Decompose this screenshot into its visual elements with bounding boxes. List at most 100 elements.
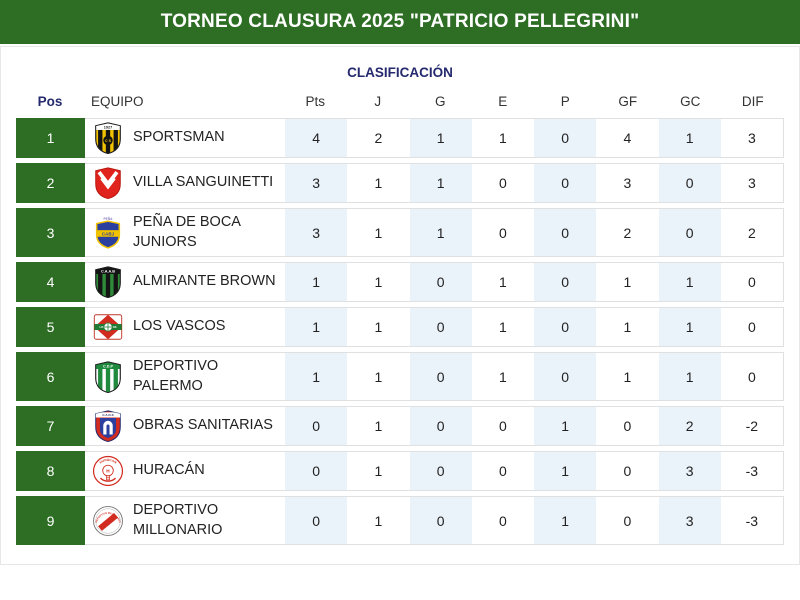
standings-row: 1 1927 C S SPORTSMAN 4 2 1 1 0 4 1 3 bbox=[16, 118, 784, 158]
stat-cell-e: 0 bbox=[498, 512, 507, 529]
team-name: ALMIRANTE BROWN bbox=[133, 273, 276, 290]
sportsman-crest-icon: 1927 C S bbox=[85, 119, 130, 157]
svg-text:H: H bbox=[106, 469, 110, 475]
stat-cell-p: 0 bbox=[534, 353, 597, 401]
stat-cell-dif: 2 bbox=[747, 224, 756, 241]
stat-cell-gf: 4 bbox=[623, 130, 632, 146]
header-pos: Pos bbox=[37, 94, 63, 109]
standings-card: CLASIFICACIÓN Pos EQUIPO Pts J G E P GF GC DIF … bbox=[0, 46, 800, 566]
svg-text:C S: C S bbox=[105, 139, 112, 143]
position-badge: 2 bbox=[16, 163, 85, 203]
position-badge: 9 bbox=[16, 496, 85, 546]
stat-cell-j: 1 bbox=[374, 175, 383, 191]
stat-cell-gf: 0 bbox=[623, 512, 632, 529]
team-name: LOS VASCOS bbox=[133, 318, 226, 335]
standings-row: 4 C.A.A.B ALMIRANTE BROWN 1 1 0 1 0 1 1 0 bbox=[16, 262, 784, 303]
stat-cell-e: 0 bbox=[498, 224, 507, 241]
stat-cell-dif: 3 bbox=[747, 175, 756, 191]
stat-cell-g: 1 bbox=[409, 164, 472, 202]
header-dif: DIF bbox=[741, 94, 764, 109]
stat-cell-j: 1 bbox=[374, 463, 383, 480]
svg-text:1927: 1927 bbox=[103, 125, 111, 129]
stat-cell-j: 1 bbox=[374, 319, 383, 336]
stat-cell-gf: 3 bbox=[623, 175, 632, 191]
stat-cell-gc: 1 bbox=[658, 353, 721, 401]
header-g: G bbox=[434, 94, 446, 109]
stat-cell-dif: 0 bbox=[747, 368, 756, 385]
header-e: E bbox=[498, 94, 508, 109]
standings-row: 3 PEÑA CABJ PEÑA DE BOCA JUNIORS 3 1 1 0 0 2 0 2 bbox=[16, 208, 784, 258]
team-name: DEPORTIVO PALERMO bbox=[133, 358, 219, 394]
los-vascos-crest-icon: LOS VASCOS bbox=[85, 308, 130, 346]
stat-cell-pts: 3 bbox=[285, 209, 348, 257]
stat-cell-gf: 1 bbox=[623, 368, 632, 385]
stat-cell-pts: 0 bbox=[285, 407, 348, 446]
standings-row: 7 C.A.O.S OBRAS SANITARIAS 0 1 0 0 1 0 2 -2 bbox=[16, 406, 784, 447]
stat-cell-dif: 0 bbox=[747, 319, 756, 336]
stat-cell-pts: 3 bbox=[285, 164, 348, 202]
stat-cell-j: 1 bbox=[374, 368, 383, 385]
stat-cell-pts: 4 bbox=[285, 119, 348, 157]
stat-cell-gc: 1 bbox=[658, 119, 721, 157]
stat-cell-j: 1 bbox=[374, 274, 383, 291]
position-badge: 3 bbox=[16, 208, 85, 258]
team-name: SPORTSMAN bbox=[133, 129, 225, 146]
team-name: VILLA SANGUINETTI bbox=[133, 174, 274, 191]
stat-cell-p: 0 bbox=[534, 209, 597, 257]
tournament-banner: TORNEO CLAUSURA 2025 "PATRICIO PELLEGRIN… bbox=[0, 0, 800, 44]
stat-cell-g: 0 bbox=[409, 308, 472, 347]
stat-cell-p: 1 bbox=[534, 497, 597, 545]
stat-cell-gf: 1 bbox=[623, 274, 632, 291]
stat-cell-dif: 3 bbox=[747, 130, 756, 146]
table-header-row: Pos EQUIPO Pts J G E P GF GC DIF bbox=[16, 94, 784, 118]
deportivo-millonario-crest-icon: DEPORTIVO MILLONARIO bbox=[85, 497, 130, 544]
stat-cell-dif: -3 bbox=[745, 463, 759, 480]
stat-cell-gc: 1 bbox=[658, 263, 721, 302]
position-badge: 5 bbox=[16, 307, 85, 348]
stat-cell-e: 1 bbox=[498, 368, 507, 385]
standings-row: 6 C.D.P DEPORTIVO PALERMO 1 1 0 1 0 1 1 0 bbox=[16, 352, 784, 402]
svg-text:CABJ: CABJ bbox=[101, 231, 114, 236]
team-name: HURACÁN bbox=[133, 462, 205, 479]
team-name: DEPORTIVO MILLONARIO bbox=[133, 502, 223, 538]
stat-cell-g: 0 bbox=[409, 407, 472, 446]
header-pts: Pts bbox=[305, 94, 325, 109]
stat-cell-g: 0 bbox=[409, 497, 472, 545]
stat-cell-gf: 1 bbox=[623, 319, 632, 336]
svg-text:HURACAN: HURACAN bbox=[98, 458, 117, 465]
stat-cell-j: 1 bbox=[374, 418, 383, 435]
stat-cell-dif: -3 bbox=[745, 512, 759, 529]
deportivo-palermo-crest-icon: C.D.P bbox=[85, 353, 130, 400]
stat-cell-g: 0 bbox=[409, 263, 472, 302]
stat-cell-dif: -2 bbox=[745, 418, 759, 435]
stat-cell-gc: 3 bbox=[658, 497, 721, 545]
stat-cell-j: 1 bbox=[374, 224, 383, 241]
stat-cell-e: 1 bbox=[498, 319, 507, 336]
stat-cell-j: 1 bbox=[374, 512, 383, 529]
standings-row: 8 HURACAN H HURACÁN 0 1 0 0 1 0 3 -3 bbox=[16, 451, 784, 492]
header-p: P bbox=[560, 94, 570, 109]
standings-row: 2 VILLA SANGUINETTI 3 1 1 0 0 3 0 3 bbox=[16, 163, 784, 203]
stat-cell-gf: 0 bbox=[623, 463, 632, 480]
stat-cell-p: 0 bbox=[534, 119, 597, 157]
villa-sanguinetti-crest-icon bbox=[85, 164, 130, 202]
stat-cell-p: 0 bbox=[534, 263, 597, 302]
stat-cell-g: 0 bbox=[409, 353, 472, 401]
stat-cell-gc: 2 bbox=[658, 407, 721, 446]
stat-cell-e: 0 bbox=[498, 418, 507, 435]
stat-cell-pts: 0 bbox=[285, 452, 348, 491]
stat-cell-e: 1 bbox=[498, 130, 507, 146]
position-badge: 7 bbox=[16, 406, 85, 447]
stat-cell-gc: 1 bbox=[658, 308, 721, 347]
header-gf: GF bbox=[618, 94, 638, 109]
team-name: OBRAS SANITARIAS bbox=[133, 417, 273, 434]
obras-sanitarias-crest-icon: C.A.O.S bbox=[85, 407, 130, 445]
huracan-crest-icon: HURACAN H bbox=[85, 452, 130, 490]
stat-cell-e: 0 bbox=[498, 175, 507, 191]
stat-cell-p: 0 bbox=[534, 308, 597, 347]
header-j: J bbox=[374, 94, 382, 109]
svg-text:C.A.O.S: C.A.O.S bbox=[102, 413, 113, 417]
stat-cell-gc: 0 bbox=[658, 209, 721, 257]
